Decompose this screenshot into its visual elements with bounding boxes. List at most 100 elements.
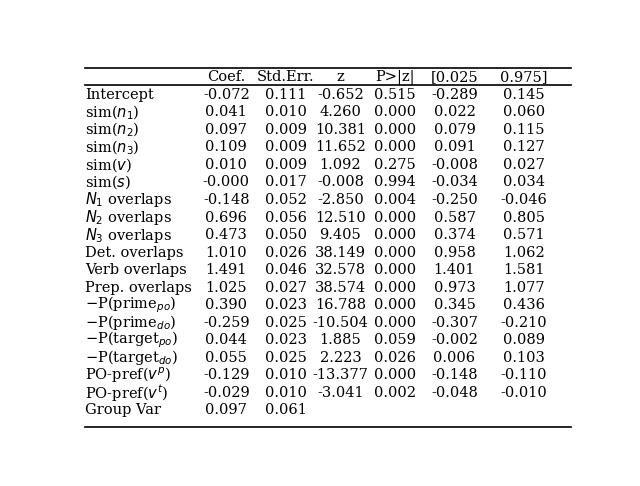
Text: 0.145: 0.145 xyxy=(503,88,545,102)
Text: -0.048: -0.048 xyxy=(431,386,478,400)
Text: P>|z|: P>|z| xyxy=(375,70,415,85)
Text: 4.260: 4.260 xyxy=(319,105,362,120)
Text: 1.062: 1.062 xyxy=(503,245,545,260)
Text: 0.000: 0.000 xyxy=(374,228,416,242)
Text: $-$P(target$_{do}$): $-$P(target$_{do}$) xyxy=(85,348,178,367)
Text: 0.027: 0.027 xyxy=(503,158,545,172)
Text: 0.006: 0.006 xyxy=(433,351,476,364)
Text: 0.026: 0.026 xyxy=(374,351,416,364)
Text: 0.115: 0.115 xyxy=(503,123,545,137)
Text: 1.077: 1.077 xyxy=(503,280,545,295)
Text: 0.050: 0.050 xyxy=(265,228,307,242)
Text: Verb overlaps: Verb overlaps xyxy=(85,263,187,277)
Text: -13.377: -13.377 xyxy=(312,368,369,382)
Text: 1.010: 1.010 xyxy=(205,245,247,260)
Text: 0.004: 0.004 xyxy=(374,193,416,207)
Text: 0.587: 0.587 xyxy=(433,210,476,225)
Text: 0.060: 0.060 xyxy=(503,105,545,120)
Text: 0.079: 0.079 xyxy=(433,123,476,137)
Text: 0.023: 0.023 xyxy=(265,298,307,312)
Text: 0.034: 0.034 xyxy=(503,175,545,190)
Text: -0.072: -0.072 xyxy=(203,88,250,102)
Text: 0.973: 0.973 xyxy=(433,280,476,295)
Text: PO-pref($v^t$): PO-pref($v^t$) xyxy=(85,382,168,403)
Text: 0.009: 0.009 xyxy=(265,123,307,137)
Text: [0.025: [0.025 xyxy=(431,70,478,84)
Text: 0.002: 0.002 xyxy=(374,386,416,400)
Text: 0.025: 0.025 xyxy=(265,315,307,330)
Text: 1.401: 1.401 xyxy=(434,263,476,277)
Text: 0.275: 0.275 xyxy=(374,158,416,172)
Text: 0.436: 0.436 xyxy=(503,298,545,312)
Text: sim($s$): sim($s$) xyxy=(85,174,131,191)
Text: 0.046: 0.046 xyxy=(265,263,307,277)
Text: 2.223: 2.223 xyxy=(319,351,361,364)
Text: Coef.: Coef. xyxy=(207,70,246,84)
Text: sim($n_1$): sim($n_1$) xyxy=(85,103,140,122)
Text: 0.009: 0.009 xyxy=(265,140,307,155)
Text: 0.052: 0.052 xyxy=(265,193,307,207)
Text: $N_3$ overlaps: $N_3$ overlaps xyxy=(85,226,172,244)
Text: -0.210: -0.210 xyxy=(500,315,547,330)
Text: 0.026: 0.026 xyxy=(265,245,307,260)
Text: 16.788: 16.788 xyxy=(315,298,366,312)
Text: 0.056: 0.056 xyxy=(265,210,307,225)
Text: -0.110: -0.110 xyxy=(500,368,547,382)
Text: $N_2$ overlaps: $N_2$ overlaps xyxy=(85,208,172,227)
Text: 0.010: 0.010 xyxy=(205,158,247,172)
Text: 0.103: 0.103 xyxy=(503,351,545,364)
Text: 0.097: 0.097 xyxy=(205,403,247,417)
Text: 0.061: 0.061 xyxy=(265,403,307,417)
Text: -0.148: -0.148 xyxy=(203,193,250,207)
Text: 32.578: 32.578 xyxy=(315,263,366,277)
Text: sim($n_3$): sim($n_3$) xyxy=(85,138,140,156)
Text: 0.805: 0.805 xyxy=(503,210,545,225)
Text: 1.092: 1.092 xyxy=(319,158,361,172)
Text: 0.023: 0.023 xyxy=(265,333,307,347)
Text: -0.008: -0.008 xyxy=(431,158,478,172)
Text: -0.250: -0.250 xyxy=(431,193,478,207)
Text: 1.885: 1.885 xyxy=(319,333,361,347)
Text: -0.008: -0.008 xyxy=(317,175,364,190)
Text: 0.000: 0.000 xyxy=(374,210,416,225)
Text: -0.002: -0.002 xyxy=(431,333,478,347)
Text: 0.017: 0.017 xyxy=(265,175,307,190)
Text: 0.044: 0.044 xyxy=(205,333,247,347)
Text: 0.025: 0.025 xyxy=(265,351,307,364)
Text: -0.029: -0.029 xyxy=(203,386,250,400)
Text: -0.034: -0.034 xyxy=(431,175,478,190)
Text: 38.149: 38.149 xyxy=(315,245,366,260)
Text: PO-pref($v^p$): PO-pref($v^p$) xyxy=(85,365,171,385)
Text: 0.390: 0.390 xyxy=(205,298,247,312)
Text: 0.374: 0.374 xyxy=(433,228,476,242)
Text: 0.571: 0.571 xyxy=(503,228,545,242)
Text: -0.289: -0.289 xyxy=(431,88,478,102)
Text: -0.148: -0.148 xyxy=(431,368,478,382)
Text: 0.958: 0.958 xyxy=(433,245,476,260)
Text: -0.259: -0.259 xyxy=(203,315,250,330)
Text: 0.000: 0.000 xyxy=(374,263,416,277)
Text: 0.696: 0.696 xyxy=(205,210,247,225)
Text: $N_1$ overlaps: $N_1$ overlaps xyxy=(85,191,172,209)
Text: 0.000: 0.000 xyxy=(374,245,416,260)
Text: sim($n_2$): sim($n_2$) xyxy=(85,121,140,139)
Text: Det. overlaps: Det. overlaps xyxy=(85,245,184,260)
Text: -0.046: -0.046 xyxy=(500,193,547,207)
Text: Intercept: Intercept xyxy=(85,88,154,102)
Text: 0.009: 0.009 xyxy=(265,158,307,172)
Text: 0.111: 0.111 xyxy=(265,88,307,102)
Text: 0.010: 0.010 xyxy=(265,105,307,120)
Text: Prep. overlaps: Prep. overlaps xyxy=(85,280,192,295)
Text: 0.345: 0.345 xyxy=(433,298,476,312)
Text: 0.022: 0.022 xyxy=(433,105,476,120)
Text: $-$P(target$_{po}$): $-$P(target$_{po}$) xyxy=(85,330,178,350)
Text: -3.041: -3.041 xyxy=(317,386,364,400)
Text: -2.850: -2.850 xyxy=(317,193,364,207)
Text: 0.027: 0.027 xyxy=(265,280,307,295)
Text: 11.652: 11.652 xyxy=(315,140,366,155)
Text: 0.010: 0.010 xyxy=(265,386,307,400)
Text: 0.000: 0.000 xyxy=(374,298,416,312)
Text: -0.129: -0.129 xyxy=(203,368,250,382)
Text: 0.975]: 0.975] xyxy=(500,70,548,84)
Text: 1.491: 1.491 xyxy=(205,263,247,277)
